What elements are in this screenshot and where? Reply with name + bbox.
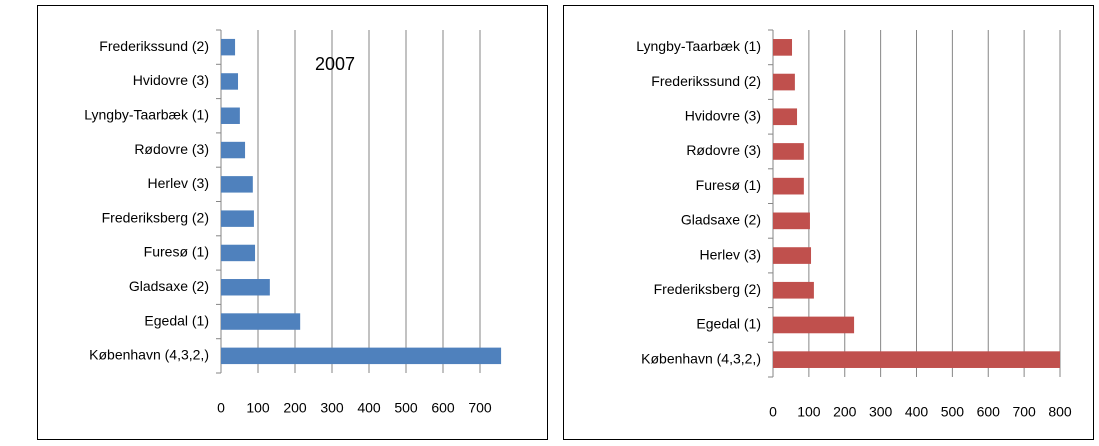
y-tick-label: Egedal (1) <box>696 316 761 332</box>
y-tick-label: København (4,3,2,) <box>641 350 761 366</box>
bar <box>221 107 240 124</box>
x-tick-label: 200 <box>283 400 307 416</box>
bar <box>221 279 270 296</box>
bar <box>221 244 256 262</box>
x-tick-label: 100 <box>797 404 821 420</box>
bar <box>773 247 812 264</box>
y-tick-label: Frederikssund (2) <box>651 73 761 89</box>
y-tick-label: Gladsaxe (2) <box>129 278 209 294</box>
bar <box>773 108 798 126</box>
panel <box>563 5 1094 440</box>
x-tick-label: 400 <box>905 404 929 420</box>
bar <box>773 351 1060 368</box>
bar <box>773 316 855 334</box>
x-tick-label: 800 <box>1048 404 1072 420</box>
bar <box>221 347 502 365</box>
bar <box>221 38 236 56</box>
bar <box>221 141 246 159</box>
bar <box>773 143 804 160</box>
bar <box>221 176 253 193</box>
x-tick-label: 700 <box>1012 404 1036 420</box>
y-tick-label: Herlev (3) <box>148 175 209 191</box>
bar <box>773 39 793 56</box>
x-tick-label: 600 <box>977 404 1001 420</box>
bar <box>221 73 239 90</box>
y-tick-label: Herlev (3) <box>700 246 761 262</box>
y-tick-label: Lyngby-Taarbæk (1) <box>84 106 209 122</box>
bar <box>773 212 810 230</box>
bar <box>773 73 795 91</box>
y-tick-label: København (4,3,2,) <box>89 347 209 363</box>
y-tick-label: Rødovre (3) <box>686 142 761 158</box>
y-tick-label: Rødovre (3) <box>134 141 209 157</box>
x-tick-label: 300 <box>869 404 893 420</box>
panel <box>37 5 548 440</box>
bar <box>773 177 804 195</box>
x-tick-label: 600 <box>431 400 455 416</box>
x-tick-label: 500 <box>394 400 418 416</box>
x-tick-label: 200 <box>833 404 857 420</box>
y-tick-label: Lyngby-Taarbæk (1) <box>636 38 761 54</box>
y-tick-label: Egedal (1) <box>144 312 209 328</box>
y-tick-label: Gladsaxe (2) <box>681 212 761 228</box>
x-tick-label: 400 <box>357 400 381 416</box>
y-tick-label: Hvidovre (3) <box>133 72 209 88</box>
x-tick-label: 100 <box>246 400 270 416</box>
chart-title: 2007 <box>315 54 355 74</box>
x-tick-label: 0 <box>217 400 225 416</box>
y-tick-label: Hvidovre (3) <box>685 107 761 123</box>
bar <box>773 281 814 299</box>
y-tick-label: Frederiksberg (2) <box>654 281 761 297</box>
bar <box>221 210 254 227</box>
y-tick-label: Frederikssund (2) <box>99 38 209 54</box>
x-tick-label: 700 <box>468 400 492 416</box>
y-tick-label: Frederiksberg (2) <box>102 209 209 225</box>
bar <box>221 313 301 330</box>
y-tick-label: Furesø (1) <box>144 244 209 260</box>
x-tick-label: 500 <box>941 404 965 420</box>
x-tick-label: 0 <box>769 404 777 420</box>
x-tick-label: 300 <box>320 400 344 416</box>
y-tick-label: Furesø (1) <box>696 177 761 193</box>
